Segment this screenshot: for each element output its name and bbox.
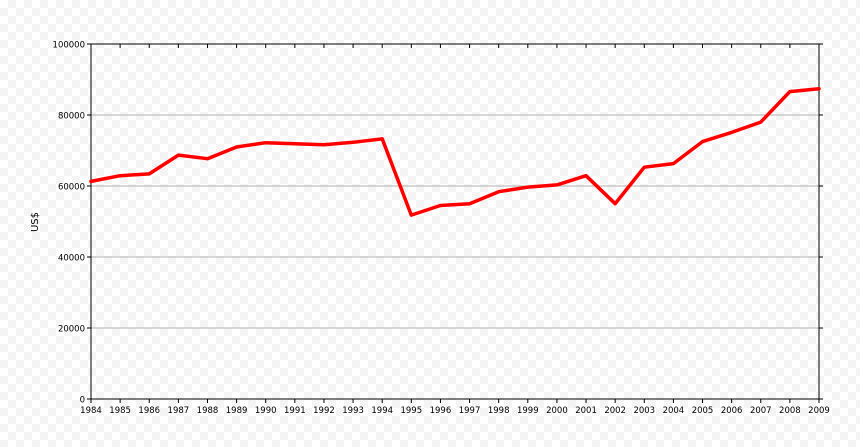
gridlines <box>91 114 819 329</box>
x-tick-label: 1998 <box>488 406 510 416</box>
y-tick-label: 40000 <box>58 254 85 264</box>
series-line <box>89 86 821 217</box>
x-tick-label: 1990 <box>255 406 277 416</box>
x-tick-label: 1993 <box>342 406 364 416</box>
x-tick-label: 2009 <box>808 406 830 416</box>
y-tick-label: 0 <box>80 396 85 406</box>
x-tick-label: 1992 <box>313 406 335 416</box>
x-tick-label: 2001 <box>575 406 597 416</box>
x-tick-label: 1984 <box>80 406 102 416</box>
tick-labels: 0 20000 40000 60000 80000 100000 1984 1985 1986 1… <box>53 41 830 417</box>
x-tick-label: 1994 <box>371 406 393 416</box>
x-tick-label: 2002 <box>604 406 626 416</box>
x-tick-label: 1995 <box>400 406 422 416</box>
ticks <box>87 43 823 403</box>
plot-frame <box>90 43 820 400</box>
series <box>89 86 821 217</box>
y-tick-label: 80000 <box>58 112 85 122</box>
x-tick-label: 2007 <box>750 406 772 416</box>
x-tick-label: 2003 <box>633 406 655 416</box>
x-tick-label: 1986 <box>138 406 160 416</box>
x-tick-label: 1997 <box>459 406 481 416</box>
x-tick-label: 2000 <box>546 406 568 416</box>
axes <box>90 43 820 400</box>
x-tick-label: 1988 <box>197 406 219 416</box>
y-axis-label: US$ <box>30 212 41 232</box>
y-tick-label: 100000 <box>53 41 85 51</box>
y-tick-label: 60000 <box>58 183 85 193</box>
x-tick-label: 1999 <box>517 406 539 416</box>
x-tick-label: 1985 <box>109 406 131 416</box>
x-tick-label: 2004 <box>663 406 685 416</box>
x-tick-label: 1991 <box>284 406 306 416</box>
x-tick-label: 1996 <box>430 406 452 416</box>
x-tick-label: 1987 <box>168 406 190 416</box>
x-tick-label: 2006 <box>721 406 743 416</box>
x-tick-label: 2008 <box>779 406 801 416</box>
x-tick-label: 2005 <box>692 406 714 416</box>
x-tick-label: 1989 <box>226 406 248 416</box>
y-tick-label: 20000 <box>58 325 85 335</box>
